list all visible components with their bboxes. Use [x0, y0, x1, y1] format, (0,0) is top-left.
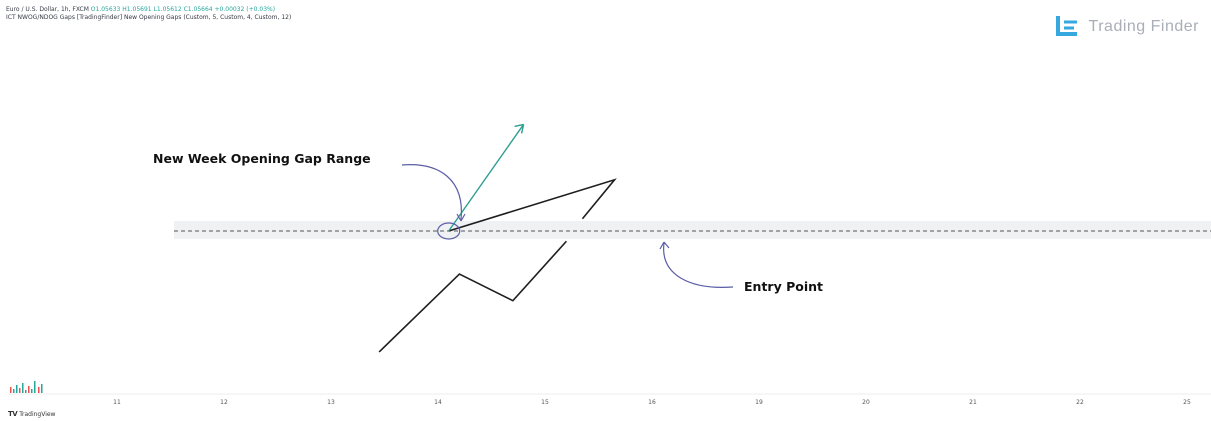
x-tick-label: 16: [648, 399, 656, 406]
x-tick-label: 15: [541, 399, 549, 406]
x-tick-label: 25: [1183, 399, 1191, 406]
price-path-line: [378, 240, 567, 353]
gap-range-label: New Week Opening Gap Range: [153, 151, 371, 166]
x-tick-label: 19: [755, 399, 763, 406]
volume-bar: [34, 381, 36, 393]
indicator-line: ICT NWOG/NDOG Gaps [TradingFinder] New O…: [6, 14, 292, 21]
chart-header: Euro / U.S. Dollar, 1h, FXCM O1.05633 H1…: [6, 6, 291, 22]
close-value: C1.05664: [183, 6, 213, 13]
volume-bar: [19, 388, 21, 393]
brand-name: Trading Finder: [1088, 18, 1199, 35]
volume-bar: [31, 389, 33, 393]
x-tick-label: 14: [434, 399, 442, 406]
gap-label-curve-arrow: [401, 164, 462, 221]
symbol-title: Euro / U.S. Dollar, 1h, FXCM: [6, 6, 89, 13]
x-tick-label: 22: [1076, 399, 1084, 406]
volume-bar: [28, 386, 30, 393]
gap-range-band: [174, 221, 1211, 239]
volume-bar: [38, 387, 40, 393]
x-tick-label: 20: [862, 399, 870, 406]
volume-bar: [22, 383, 24, 393]
gap-label-arrowhead: [456, 213, 466, 222]
volume-bar: [41, 384, 43, 393]
x-tick-label: 11: [113, 399, 121, 406]
target-arrowhead: [514, 123, 525, 134]
entry-label-arrowhead: [659, 241, 670, 250]
entry-point-label: Entry Point: [744, 279, 823, 294]
x-tick-label: 13: [327, 399, 335, 406]
tradingfinder-logo-icon: [1055, 16, 1077, 36]
volume-bar: [13, 389, 15, 393]
high-value: H1.05691: [122, 6, 152, 13]
symbol-ohlc-line: Euro / U.S. Dollar, 1h, FXCM O1.05633 H1…: [6, 6, 291, 14]
x-tick-label: 12: [220, 399, 228, 406]
low-value: L1.05612: [153, 6, 182, 13]
open-value: O1.05633: [90, 6, 121, 13]
volume-bar: [10, 387, 12, 393]
change-value: +0.00032 (+0.03%): [214, 6, 276, 13]
target-arrow-line: [448, 123, 525, 232]
tradingview-text: TradingView: [19, 410, 56, 418]
entry-point-circle: [437, 222, 461, 240]
volume-bar: [16, 385, 18, 393]
price-path-line: [448, 178, 617, 232]
volume-bar: [25, 390, 27, 393]
brand-watermark: Trading Finder: [1055, 14, 1199, 40]
tradingview-footer: TV TradingView: [8, 410, 55, 418]
entry-label-curve-arrow: [663, 242, 734, 288]
x-tick-label: 21: [969, 399, 977, 406]
tradingview-mark-icon: TV: [8, 410, 18, 418]
